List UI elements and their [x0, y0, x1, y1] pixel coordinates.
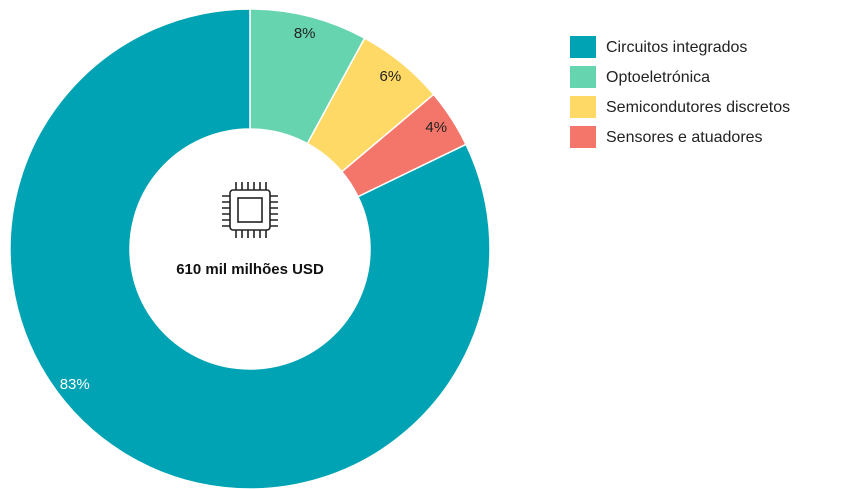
donut-slice — [9, 8, 491, 489]
legend-label: Circuitos integrados — [606, 39, 747, 56]
chip-icon — [222, 182, 278, 238]
donut-slice — [249, 8, 366, 145]
legend: Circuitos integrados Optoeletrónica Semico… — [570, 36, 790, 148]
center-text: 610 mil milhões USD — [176, 261, 324, 278]
legend-swatch — [570, 96, 596, 118]
legend-swatch — [570, 126, 596, 148]
legend-label: Optoeletrónica — [606, 69, 710, 86]
data-label: 8% — [294, 25, 316, 42]
data-label: 4% — [425, 119, 447, 136]
legend-swatch — [570, 66, 596, 88]
legend-label: Sensores e atuadores — [606, 129, 763, 146]
data-label: 83% — [60, 376, 90, 393]
legend-swatch — [570, 36, 596, 58]
donut-slice — [306, 37, 435, 173]
legend-label: Semicondutores discretos — [606, 99, 790, 116]
data-label: 6% — [379, 68, 401, 85]
